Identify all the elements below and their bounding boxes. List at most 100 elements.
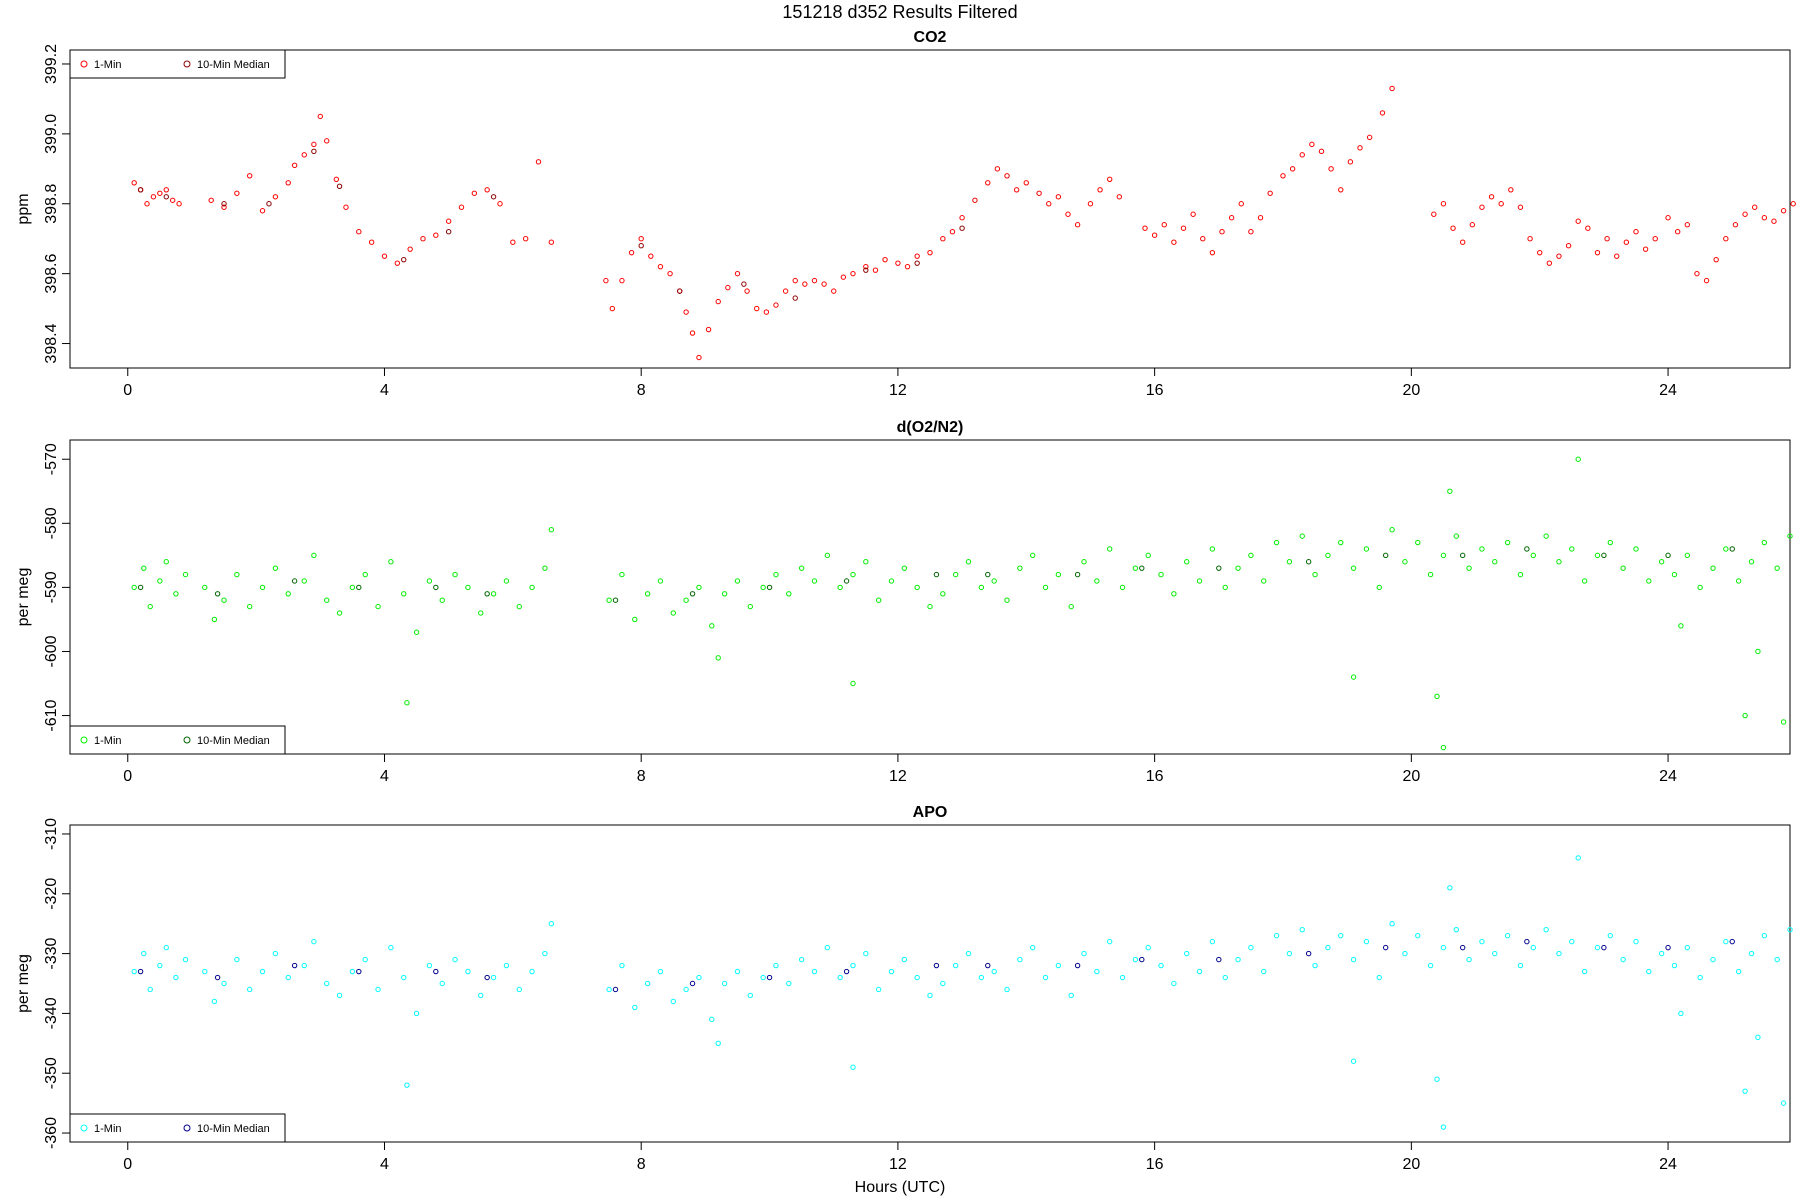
series-one-min [131,85,1796,361]
data-point [1389,920,1395,927]
data-point [606,986,612,993]
data-point [137,584,144,591]
data-point [821,281,827,287]
data-point [516,603,522,610]
data-point [644,980,651,987]
data-point [1697,584,1703,591]
data-point [234,956,240,963]
data-point [1543,926,1549,933]
data-point [362,956,368,963]
data-point [484,591,490,597]
data-point [131,584,137,591]
data-point [940,236,946,242]
legend: 1-Min 10-Min Median [69,725,286,755]
data-point [632,1004,638,1011]
data-point [211,616,218,623]
data-point [1492,950,1498,957]
data-point [1620,565,1626,571]
data-point [1479,204,1485,210]
data-point [1158,962,1164,969]
data-point [1556,559,1562,565]
data-point [336,992,343,999]
data-point [715,298,721,305]
data-point [1402,559,1408,565]
panel-2: d(O2/N2) 0 4 8 12 16 20 24 -610 -600 -590 -580 -570 p… [15,419,1793,785]
data-point [1469,222,1476,228]
data-point [1036,190,1042,196]
data-point [272,565,279,571]
data-point [452,571,458,578]
data-point [683,986,689,993]
data-point [497,201,503,207]
data-point [782,288,789,294]
y-tick-label: -610 [43,699,60,731]
data-point [1652,236,1658,242]
data-point [1658,950,1665,957]
data-point [131,968,137,975]
data-point [1427,962,1434,969]
data-point [1116,194,1123,200]
data-point [272,194,279,200]
data-point [1607,932,1613,939]
data-point [173,591,179,597]
data-point [401,974,407,981]
data-point [875,597,882,603]
data-point [927,603,933,610]
data-point [247,603,253,610]
data-point [1607,539,1613,546]
data-point [792,277,798,284]
data-point [317,113,323,120]
data-point [490,591,497,597]
data-point [773,962,779,969]
data-point [952,571,959,578]
data-point [603,277,609,284]
data-point [1633,546,1639,552]
data-point [173,974,179,981]
data-point [715,655,721,661]
data-point [1790,201,1796,207]
data-point [1216,956,1222,963]
data-point [1594,552,1601,559]
y-tick-label: -570 [43,443,60,475]
data-point [689,980,696,987]
y-tick-label: -310 [43,818,60,850]
data-point [301,578,307,584]
data-point [272,950,279,957]
data-point [141,565,147,571]
data-point [1309,141,1315,148]
data-point [612,986,619,993]
data-point [1466,565,1472,571]
data-point [895,260,901,266]
data-point [1537,249,1543,256]
data-point [1132,565,1139,571]
data-point [1498,201,1504,207]
data-point [901,956,908,963]
data-point [1196,578,1203,584]
data-point [1787,533,1793,539]
data-point [176,201,182,207]
x-tick-label: 16 [1146,382,1164,399]
data-point [689,591,696,597]
data-point [1389,85,1395,92]
data-point [291,162,298,169]
data-point [1508,187,1514,193]
data-point [1585,225,1591,231]
y-tick-label: -320 [43,878,60,910]
y-tick-label: -590 [43,571,60,603]
y-tick-label: -340 [43,997,60,1029]
data-point [285,974,291,981]
data-point [1055,962,1062,969]
data-point [721,591,728,597]
data-point [1440,552,1447,559]
data-point [1581,578,1588,584]
data-point [542,950,548,957]
data-point [1674,229,1681,235]
data-point [490,194,497,200]
data-point [991,578,997,584]
data-point [1524,546,1530,552]
data-point [744,288,750,294]
data-point [1723,938,1729,945]
data-point [163,944,169,951]
data-point [221,201,227,207]
data-point [375,986,381,993]
